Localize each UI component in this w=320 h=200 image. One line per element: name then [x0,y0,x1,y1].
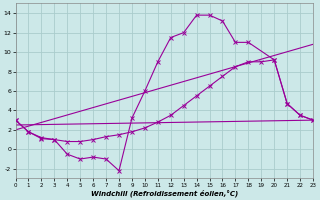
X-axis label: Windchill (Refroidissement éolien,°C): Windchill (Refroidissement éolien,°C) [91,189,238,197]
